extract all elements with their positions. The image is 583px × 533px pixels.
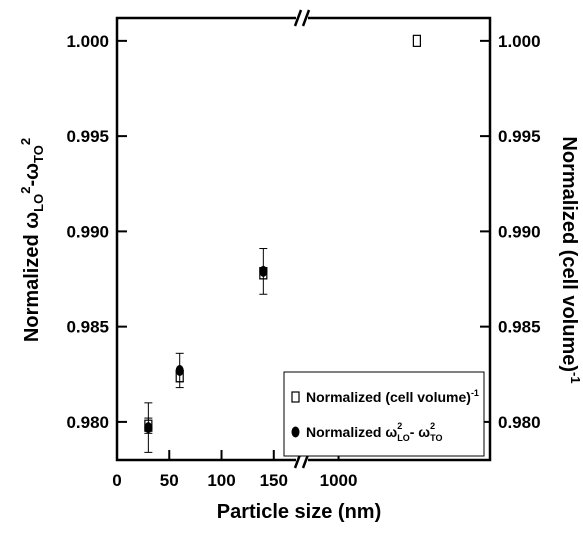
- y-left-title-sub-lo: LO: [31, 194, 46, 212]
- y-tick-label-left: 1.000: [66, 32, 109, 51]
- legend-omega-sub-lo: LO: [397, 433, 410, 443]
- y-tick-label-right: 0.990: [498, 222, 541, 241]
- legend-entry-cell-volume: Normalized (cell volume)-1: [306, 388, 479, 405]
- x-tick-label: 0: [112, 471, 121, 490]
- y-axis-left-title: Normalized ωLO2-ωTO2: [18, 138, 46, 342]
- axis-break-slash: [301, 9, 311, 27]
- x-tick-label: 50: [160, 471, 179, 490]
- x-tick-label: 1000: [320, 471, 358, 490]
- y-tick-label-right: 0.995: [498, 127, 541, 146]
- y-tick-label-right: 0.980: [498, 413, 541, 432]
- data-point-circle: [144, 422, 153, 434]
- y-right-title-base: Normalized (cell volume): [558, 136, 580, 372]
- legend-marker-open-square: [291, 391, 300, 403]
- x-tick-label: 150: [260, 471, 288, 490]
- y-tick-label-left: 0.985: [66, 318, 109, 337]
- legend-omega-sup-2: 2: [430, 421, 435, 431]
- y-axis-right-title: Normalized (cell volume)-1: [558, 136, 583, 383]
- axis-break-gap: [296, 456, 308, 464]
- y-left-title-sub-to: TO: [31, 145, 46, 163]
- legend-omega-sup-1: 2: [397, 421, 402, 431]
- legend-omega-sub-to: TO: [430, 433, 442, 443]
- legend-marker-filled-circle: [291, 426, 300, 438]
- legend-cell-volume-text: Normalized (cell volume): [306, 389, 471, 405]
- y-tick-label-left: 0.980: [66, 413, 109, 432]
- y-left-title-sup-2: 2: [18, 138, 33, 145]
- legend: Normalized (cell volume)-1 Normalized ω2…: [283, 371, 485, 457]
- y-left-title-mid: -ω: [21, 163, 43, 187]
- y-left-title-sup-1: 2: [18, 187, 33, 194]
- y-tick-label-right: 1.000: [498, 32, 541, 51]
- legend-omega-base: Normalized ω: [306, 424, 397, 440]
- y-tick-label-left: 0.995: [66, 127, 109, 146]
- legend-entry-omega: Normalized ω2 LO- ω2 TO: [306, 421, 442, 443]
- y-tick-label-right: 0.985: [498, 318, 541, 337]
- legend-box: [283, 371, 485, 457]
- x-axis-title: Particle size (nm): [217, 501, 382, 523]
- axis-break-slash: [293, 9, 303, 27]
- data-point-square: [412, 34, 421, 47]
- y-right-title-sup: -1: [568, 372, 583, 384]
- axis-break-gap: [296, 14, 308, 22]
- y-left-title-base: Normalized ω: [21, 212, 43, 342]
- data-point-circle: [259, 265, 268, 277]
- x-tick-label: 100: [207, 471, 235, 490]
- data-point-circle: [175, 364, 184, 376]
- y-tick-label-left: 0.990: [66, 222, 109, 241]
- legend-cell-volume-sup: -1: [471, 388, 479, 398]
- legend-omega-mid: - ω: [410, 424, 431, 440]
